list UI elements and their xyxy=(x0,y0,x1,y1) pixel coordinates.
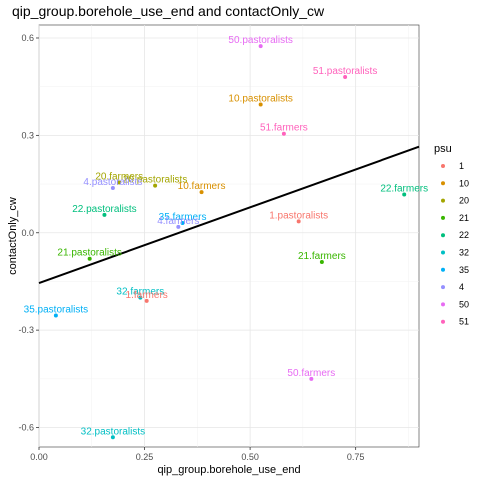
x-tick-label: 0.50 xyxy=(241,452,259,462)
data-point xyxy=(199,190,204,195)
chart-title: qip_group.borehole_use_end and contactOn… xyxy=(12,3,325,19)
legend-key xyxy=(441,302,445,307)
data-point-label: 51.pastoralists xyxy=(313,66,377,77)
data-point xyxy=(281,131,286,136)
plot-panel xyxy=(38,24,420,448)
data-point-label: 22.farmers xyxy=(380,183,428,194)
data-point-label: 20.farmers xyxy=(95,171,143,182)
trend-layer xyxy=(38,145,420,285)
data-point xyxy=(176,224,181,229)
data-point-label: 10.farmers xyxy=(178,181,226,192)
data-point-label: 51.farmers xyxy=(260,123,308,134)
data-point-label: 21.farmers xyxy=(298,251,346,262)
data-point xyxy=(87,256,92,261)
data-point xyxy=(402,192,407,197)
legend-entry: 10 xyxy=(459,178,469,188)
data-point xyxy=(296,219,301,224)
y-tick-label: 0.3 xyxy=(21,130,34,140)
data-point xyxy=(53,313,58,318)
x-tick-label: 0.25 xyxy=(136,452,154,462)
x-tick-label: 0.75 xyxy=(347,452,365,462)
legend-key xyxy=(441,267,445,272)
y-tick-label: 0.0 xyxy=(21,228,34,238)
trend-line xyxy=(38,145,420,285)
legend-key xyxy=(441,250,445,255)
data-point xyxy=(138,295,143,300)
data-point xyxy=(258,44,263,49)
legend-entry: 35 xyxy=(459,265,469,275)
grid-layer xyxy=(38,25,419,447)
data-point xyxy=(309,376,314,381)
data-point-label: 35.pastoralists xyxy=(24,305,88,316)
data-point-label: 4.pastoralists xyxy=(83,177,142,188)
data-point xyxy=(180,221,185,226)
data-point xyxy=(144,298,149,303)
y-tick-label: -0.6 xyxy=(18,423,34,433)
legend-title: psu xyxy=(434,143,452,155)
data-point-label: 10.pastoralists xyxy=(228,94,292,105)
data-point-label: 32.pastoralists xyxy=(81,426,145,437)
data-point-label: 32.farmers xyxy=(116,287,164,298)
legend-key xyxy=(441,285,445,290)
data-point-label: 1.farmers xyxy=(126,290,168,301)
data-point xyxy=(110,435,115,440)
x-axis-label: qip_group.borehole_use_end xyxy=(157,464,300,476)
y-tick-label: -0.3 xyxy=(18,325,34,335)
data-point-label: 21.pastoralists xyxy=(57,248,121,259)
legend-key xyxy=(441,215,445,220)
y-tick-label: 0.6 xyxy=(21,33,34,43)
legend-entry: 22 xyxy=(459,230,469,240)
data-point xyxy=(110,185,115,190)
x-tick-label: 0.00 xyxy=(30,452,48,462)
data-point-label: 20.pastoralists xyxy=(123,175,187,186)
axis-layer: 0.00 0.25 0.50 0.75 -0.6 -0.3 0.0 0.3 0.6 xyxy=(18,33,364,462)
data-point-label: 35.farmers xyxy=(159,212,207,223)
data-point-label: 50.pastoralists xyxy=(228,35,292,46)
legend-entry: 21 xyxy=(459,213,469,223)
legend-entry: 50 xyxy=(459,299,469,309)
data-point-label: 1.pastoralists xyxy=(269,210,328,221)
data-point xyxy=(319,259,324,264)
legend-key xyxy=(441,233,445,238)
data-point xyxy=(117,180,122,185)
legend-key xyxy=(441,198,445,203)
legend-entry: 51 xyxy=(459,317,469,327)
legend-entry: 4 xyxy=(459,282,464,292)
legend-key xyxy=(441,181,445,186)
data-point-label: 50.farmers xyxy=(287,368,335,379)
y-axis-label: contactOnly_cw xyxy=(7,197,19,275)
legend-key xyxy=(441,319,445,324)
legend-key xyxy=(441,164,445,168)
data-point-label: 4.farmers xyxy=(157,216,199,227)
point-layer: 50.pastoralists 51.pastoralists 10.pastora… xyxy=(24,35,428,440)
data-point-label: 22.pastoralists xyxy=(72,204,136,215)
legend-entry: 20 xyxy=(459,196,469,206)
data-point xyxy=(343,74,348,79)
legend-entry: 1 xyxy=(459,161,464,171)
data-point xyxy=(258,102,263,107)
legend: psu 1 10 20 21 22 32 35 4 50 51 xyxy=(434,143,469,327)
data-point xyxy=(102,212,107,217)
data-point xyxy=(153,183,158,188)
legend-entry: 32 xyxy=(459,248,469,258)
